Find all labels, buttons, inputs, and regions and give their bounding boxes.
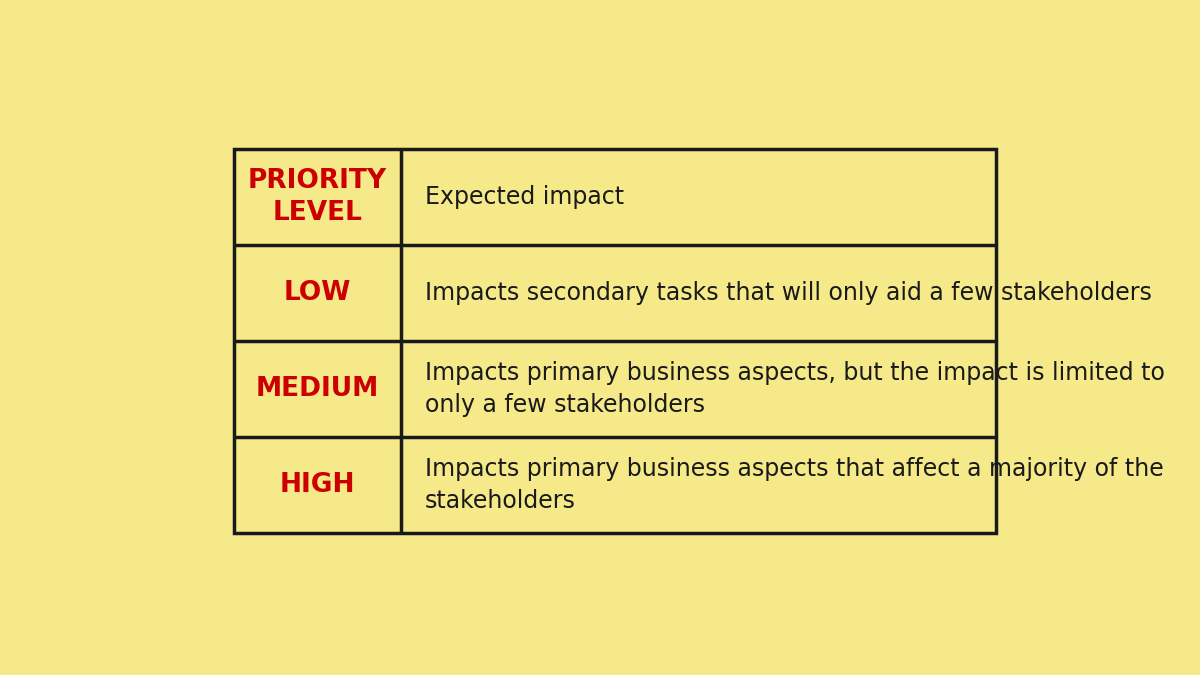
- Text: Impacts primary business aspects, but the impact is limited to
only a few stakeh: Impacts primary business aspects, but th…: [425, 361, 1164, 416]
- Text: MEDIUM: MEDIUM: [256, 376, 379, 402]
- Text: Impacts primary business aspects that affect a majority of the
stakeholders: Impacts primary business aspects that af…: [425, 457, 1164, 513]
- Bar: [234, 148, 996, 533]
- Text: LOW: LOW: [284, 280, 352, 306]
- Text: HIGH: HIGH: [280, 472, 355, 498]
- Text: PRIORITY
LEVEL: PRIORITY LEVEL: [248, 167, 388, 225]
- Text: Expected impact: Expected impact: [425, 185, 624, 209]
- Text: Impacts secondary tasks that will only aid a few stakeholders: Impacts secondary tasks that will only a…: [425, 281, 1152, 305]
